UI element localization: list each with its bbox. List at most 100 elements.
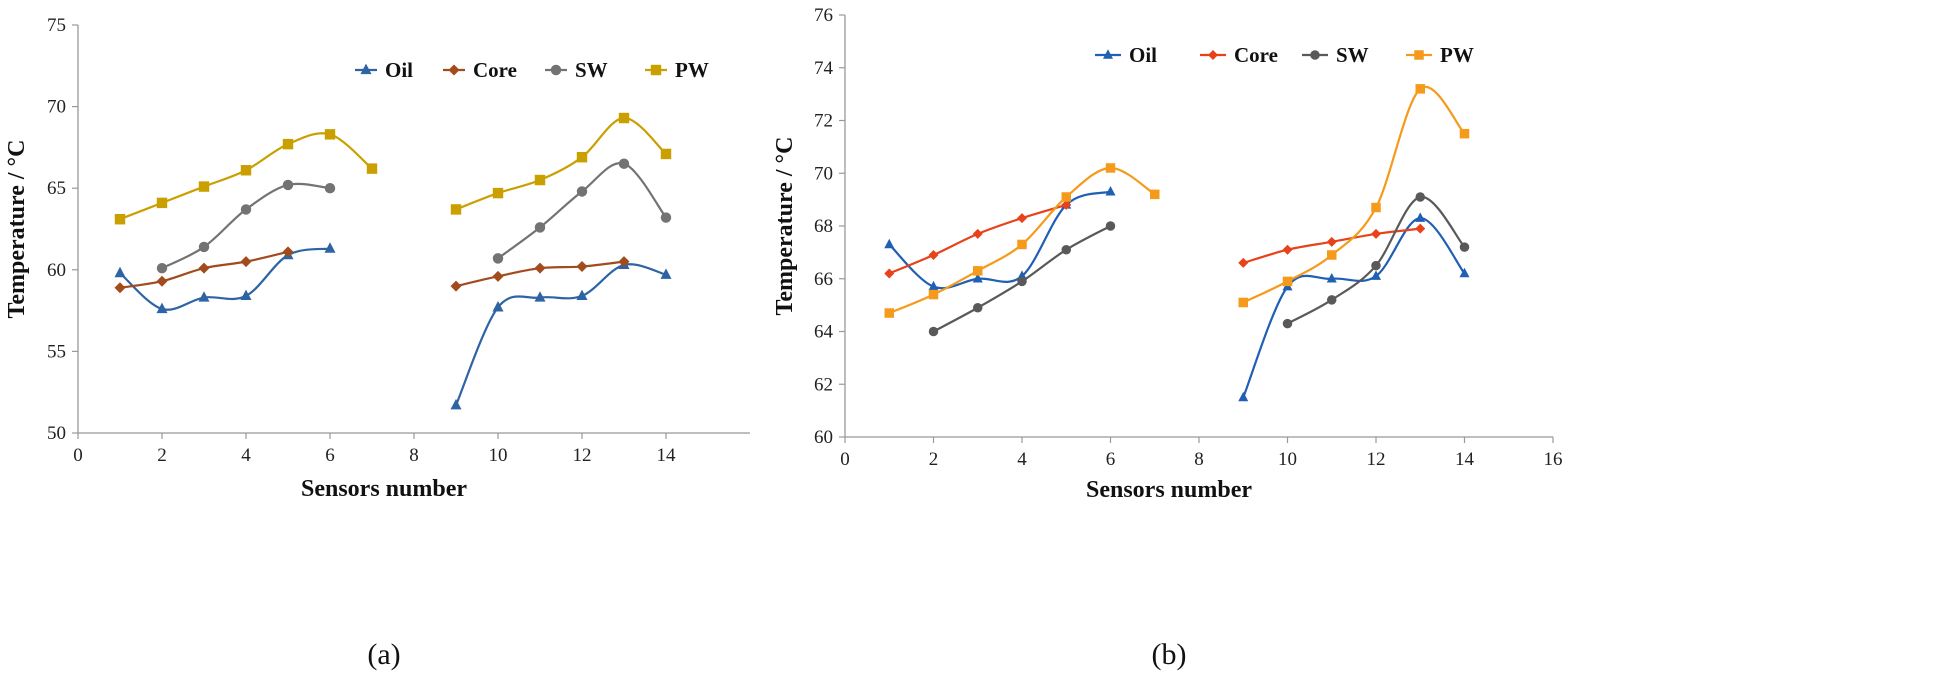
y-tick-label: 68 xyxy=(814,216,833,237)
series-line-oil xyxy=(1242,216,1466,398)
legend-item-core: Core xyxy=(1200,43,1278,67)
data-point-core xyxy=(492,270,504,282)
legend-marker-diamond xyxy=(1208,50,1218,60)
data-point-core xyxy=(972,228,983,239)
data-point-oil xyxy=(198,291,210,302)
legend-label: Core xyxy=(473,58,517,82)
data-point-pw xyxy=(1371,202,1381,213)
legend-label: PW xyxy=(675,58,709,82)
data-point-core xyxy=(884,268,895,279)
series-pw xyxy=(114,112,672,225)
y-tick-label: 50 xyxy=(47,423,66,444)
series-core xyxy=(884,199,1426,279)
data-point-oil xyxy=(1371,270,1381,280)
data-point-sw xyxy=(492,253,504,264)
legend-marker-triangle xyxy=(1103,49,1113,59)
y-tick-label: 65 xyxy=(47,178,66,199)
y-tick-label: 60 xyxy=(814,427,833,448)
y-tick-label: 66 xyxy=(814,269,833,290)
data-point-core xyxy=(1282,244,1293,255)
x-tick-label: 14 xyxy=(657,445,677,466)
data-point-pw xyxy=(534,174,546,186)
x-tick-label: 6 xyxy=(1106,449,1116,470)
data-point-oil xyxy=(492,301,504,312)
data-point-core xyxy=(114,282,126,294)
x-tick-label: 10 xyxy=(1278,449,1297,470)
series-pw xyxy=(884,84,1470,318)
legend-item-oil: Oil xyxy=(355,58,413,82)
data-point-core xyxy=(282,246,294,258)
y-tick-label: 75 xyxy=(47,15,66,36)
legend-label: PW xyxy=(1440,43,1474,67)
data-point-pw xyxy=(156,197,168,209)
y-tick-label: 64 xyxy=(814,322,834,343)
series-line-sw xyxy=(161,182,331,270)
x-tick-label: 4 xyxy=(1017,449,1027,470)
series-sw xyxy=(928,192,1470,337)
x-tick-label: 10 xyxy=(489,445,508,466)
data-point-sw xyxy=(1061,244,1071,255)
x-tick-label: 0 xyxy=(73,445,83,466)
panel-label: (b) xyxy=(1152,638,1187,671)
series-line-oil xyxy=(888,190,1111,290)
legend-label: SW xyxy=(1336,43,1369,67)
legend-marker-diamond xyxy=(448,64,460,76)
data-point-pw xyxy=(660,148,672,160)
data-point-core xyxy=(240,256,252,268)
data-point-core xyxy=(618,256,630,268)
y-tick-label: 70 xyxy=(814,163,833,184)
data-point-sw xyxy=(928,326,939,337)
data-point-pw xyxy=(1150,189,1160,200)
data-point-sw xyxy=(973,303,983,313)
data-point-sw xyxy=(1017,276,1027,287)
data-point-sw xyxy=(1327,295,1337,305)
legend-marker-circle xyxy=(550,64,562,76)
data-point-sw xyxy=(1415,192,1425,202)
x-axis-title: Sensors number xyxy=(301,476,467,502)
series-line-pw xyxy=(1242,85,1466,304)
data-point-sw xyxy=(576,186,588,197)
data-point-oil xyxy=(114,266,126,278)
legend-item-oil: Oil xyxy=(1095,43,1157,67)
data-point-oil xyxy=(324,242,336,253)
data-point-pw xyxy=(450,204,462,215)
y-tick-label: 70 xyxy=(47,97,66,118)
data-point-pw xyxy=(973,266,983,276)
data-point-sw xyxy=(1459,242,1470,252)
data-point-pw xyxy=(324,129,336,140)
data-point-oil xyxy=(156,302,168,314)
legend-label: Oil xyxy=(385,58,413,82)
data-point-oil xyxy=(884,238,895,249)
y-tick-label: 76 xyxy=(814,5,833,26)
data-point-oil xyxy=(534,291,546,302)
data-point-sw xyxy=(324,182,336,194)
data-point-sw xyxy=(198,241,210,253)
series-line-pw xyxy=(455,116,667,211)
legend-item-core: Core xyxy=(443,58,517,82)
data-point-core xyxy=(1061,199,1072,210)
data-point-oil xyxy=(928,280,939,291)
data-point-pw xyxy=(1105,163,1116,173)
legend-marker-square xyxy=(650,64,662,76)
data-point-core xyxy=(1017,213,1027,224)
data-point-pw xyxy=(366,163,378,174)
data-point-pw xyxy=(618,112,630,124)
data-point-pw xyxy=(282,138,294,150)
x-axis-title: Sensors number xyxy=(1086,477,1252,503)
x-tick-label: 6 xyxy=(325,445,335,466)
y-axis-title: Temperature / °C xyxy=(772,137,798,316)
series-line-sw xyxy=(1286,195,1466,325)
series-oil xyxy=(114,242,672,410)
chart-panel-a: 50 55 60 65 70 75 0 2 4 6 8 10 12 14 Temperature / °C S… xyxy=(4,15,750,671)
panel-label: (a) xyxy=(367,638,400,671)
data-point-pw xyxy=(1459,128,1470,139)
y-tick-label: 62 xyxy=(814,374,833,395)
x-tick-label: 2 xyxy=(157,445,167,466)
data-point-pw xyxy=(1282,276,1293,287)
data-point-sw xyxy=(1282,318,1293,329)
data-point-core xyxy=(450,280,462,292)
y-axis-title: Temperature / °C xyxy=(4,140,30,319)
data-point-core xyxy=(156,275,168,287)
data-point-oil xyxy=(1105,185,1116,196)
